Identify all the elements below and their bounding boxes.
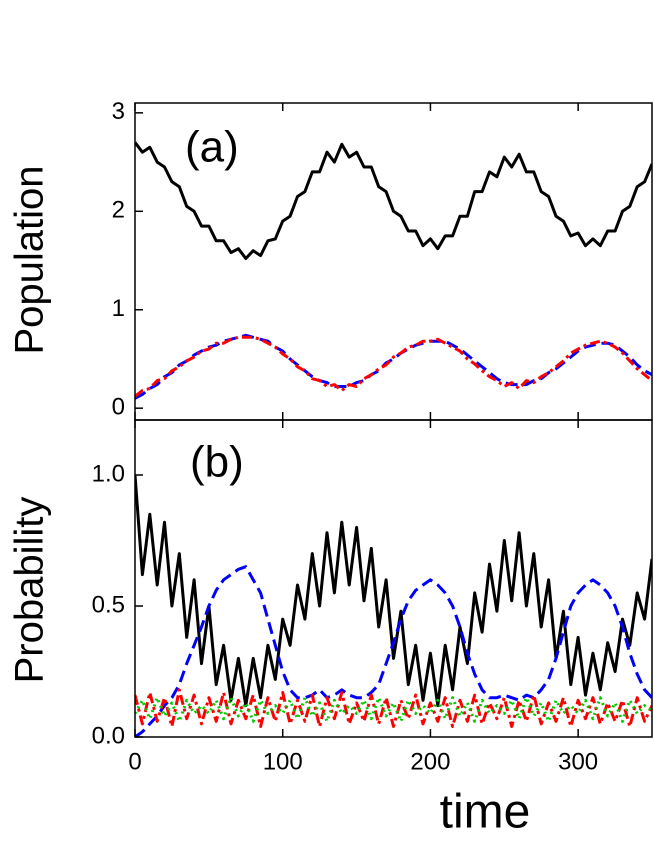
y-tick-label: 1.0 (92, 460, 125, 487)
y-tick-label: 2 (112, 197, 125, 224)
x-tick-label: 300 (558, 748, 598, 775)
series-line (135, 141, 652, 260)
y-tick-label: 0.0 (92, 722, 125, 749)
y-tick-label: 0 (112, 394, 125, 421)
y-tick-label: 3 (112, 98, 125, 125)
x-axis-label: time (440, 786, 531, 839)
panel-label: (b) (190, 438, 244, 487)
y-axis-label: Population (8, 165, 52, 354)
y-tick-label: 1 (112, 295, 125, 322)
plot-frame (134, 419, 653, 738)
y-axis-label: Probability (8, 497, 52, 684)
series-line (135, 474, 652, 708)
x-tick-label: 100 (263, 748, 303, 775)
series-line (135, 688, 652, 728)
series-line (135, 696, 652, 723)
series-line (135, 335, 652, 398)
series-line (135, 333, 652, 400)
x-tick-label: 200 (410, 748, 450, 775)
y-tick-label: 0.5 (92, 591, 125, 618)
series-line (135, 565, 652, 737)
x-tick-label: 0 (128, 748, 141, 775)
panel-label: (a) (185, 123, 239, 172)
